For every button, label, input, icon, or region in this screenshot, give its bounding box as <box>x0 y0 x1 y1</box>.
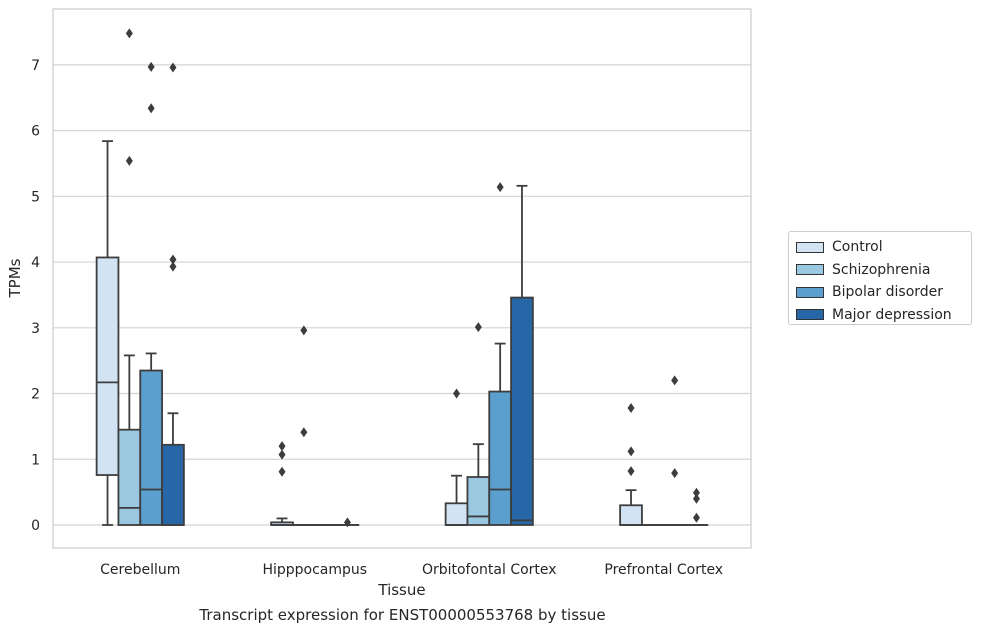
legend-item: Schizophrenia <box>793 259 971 282</box>
y-tick-label: 6 <box>31 124 40 140</box>
box-body <box>510 296 534 526</box>
outlier-point <box>343 517 351 528</box>
box-0-3 <box>619 402 643 526</box>
outlier-point <box>627 402 635 413</box>
box-3-0 <box>161 62 185 526</box>
x-tick-label: Hipppocampus <box>262 562 367 578</box>
outlier-point <box>125 28 133 39</box>
outlier-point <box>147 103 155 114</box>
legend-swatch <box>796 309 824 321</box>
y-tick-label: 5 <box>31 189 40 205</box>
legend-label: Bipolar disorder <box>832 284 944 301</box>
x-tick-label: Prefrontal Cortex <box>604 562 723 578</box>
legend: Control Schizophrenia Bipolar disorder Majo… <box>788 231 972 325</box>
legend-swatch <box>796 286 824 298</box>
plot-frame <box>52 8 752 549</box>
outlier-point <box>627 446 635 457</box>
box-0-2 <box>444 388 469 526</box>
y-tick-label: 2 <box>31 387 40 403</box>
box-body <box>444 502 469 526</box>
outlier-point <box>278 466 286 477</box>
box-body <box>95 256 120 476</box>
y-tick-label: 4 <box>31 255 40 271</box>
outlier-point <box>692 493 700 504</box>
x-axis-label: Tissue <box>377 581 425 599</box>
boxes <box>95 28 709 528</box>
box-3-2 <box>510 184 534 526</box>
box-0-1 <box>270 441 294 526</box>
box-0-0 <box>95 140 120 526</box>
box-3-3 <box>684 487 709 526</box>
outlier-point <box>496 182 504 193</box>
y-tick-label: 7 <box>31 58 40 74</box>
box-3-1 <box>335 517 360 528</box>
outlier-point <box>692 512 700 523</box>
legend-item: Major depression <box>793 304 971 327</box>
outlier-point <box>453 388 461 399</box>
y-tick-labels: 0 1 2 3 4 5 6 7 <box>31 58 40 534</box>
legend-item: Control <box>793 236 971 259</box>
outlier-point <box>278 449 286 460</box>
legend-swatch <box>796 264 824 276</box>
outlier-point <box>300 427 308 438</box>
box-body <box>139 369 163 526</box>
outlier-point <box>147 61 155 72</box>
legend-label: Schizophrenia <box>832 261 931 278</box>
box-body <box>619 504 643 526</box>
outlier-point <box>300 325 308 336</box>
outlier-point <box>169 62 177 73</box>
box-body <box>488 390 512 526</box>
x-tick-label: Orbitofontal Cortex <box>422 562 557 578</box>
y-tick-label: 3 <box>31 321 40 337</box>
legend-label: Control <box>832 239 883 256</box>
box-body <box>466 476 491 526</box>
x-tick-labels: Cerebellum Hipppocampus Orbitofontal Corte… <box>100 562 723 578</box>
outlier-point <box>169 261 177 272</box>
figure-caption: Transcript expression for ENST0000055376… <box>199 606 606 624</box>
x-tick-label: Cerebellum <box>100 562 180 578</box>
outlier-point <box>671 375 679 386</box>
y-axis-label: TPMs <box>6 258 24 298</box>
outlier-point <box>627 466 635 477</box>
legend-label: Major depression <box>832 306 952 323</box>
y-tick-label: 1 <box>31 452 40 468</box>
legend-swatch <box>796 241 824 253</box>
box-body <box>117 428 142 526</box>
outlier-point <box>169 254 177 265</box>
outlier-point <box>474 322 482 333</box>
outlier-point <box>692 487 700 498</box>
box-1-0 <box>117 28 142 526</box>
outlier-point <box>671 468 679 479</box>
legend-item: Bipolar disorder <box>793 281 971 304</box>
box-body <box>161 443 185 526</box>
outlier-point <box>278 441 286 452</box>
y-tick-label: 0 <box>31 518 40 534</box>
outlier-point <box>125 155 133 166</box>
